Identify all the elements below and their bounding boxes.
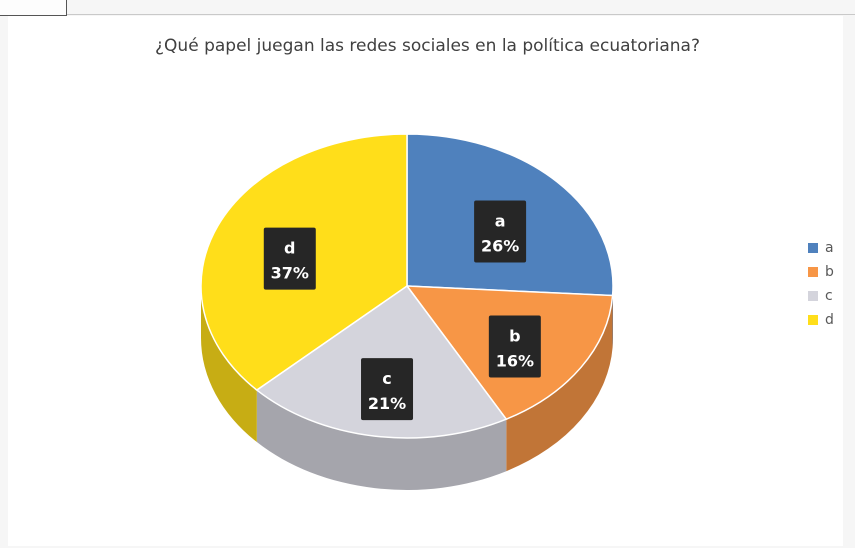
data-label-percent: 26% — [481, 236, 519, 255]
legend-label: c — [825, 288, 833, 304]
chart-title: ¿Qué papel juegan las redes sociales en … — [155, 36, 700, 56]
pie-side-d — [201, 286, 257, 443]
data-label-category: a — [495, 211, 506, 230]
data-label-category: c — [382, 369, 391, 388]
legend-swatch — [808, 267, 818, 277]
data-label-category: d — [284, 239, 295, 258]
legend-label: d — [825, 312, 834, 328]
pie-side-b — [506, 295, 613, 472]
legend-item-a: a — [808, 236, 834, 260]
data-label-percent: 37% — [271, 264, 309, 283]
data-label-b: b 16% — [488, 315, 541, 378]
top-divider — [0, 14, 855, 15]
legend-swatch — [808, 315, 818, 325]
legend-item-d: d — [808, 308, 834, 332]
data-label-c: c 21% — [361, 358, 414, 421]
pie-side-c — [256, 390, 507, 490]
corner-tab — [0, 0, 67, 16]
data-label-a: a 26% — [474, 200, 527, 263]
legend-swatch — [808, 291, 818, 301]
legend-item-b: b — [808, 260, 834, 284]
legend-label: b — [825, 264, 834, 280]
data-label-percent: 16% — [496, 351, 534, 370]
data-label-percent: 21% — [368, 394, 406, 413]
data-label-d: d 37% — [263, 227, 316, 290]
legend-swatch — [808, 243, 818, 253]
legend-label: a — [825, 240, 834, 256]
data-label-category: b — [509, 326, 520, 345]
legend-item-c: c — [808, 284, 834, 308]
